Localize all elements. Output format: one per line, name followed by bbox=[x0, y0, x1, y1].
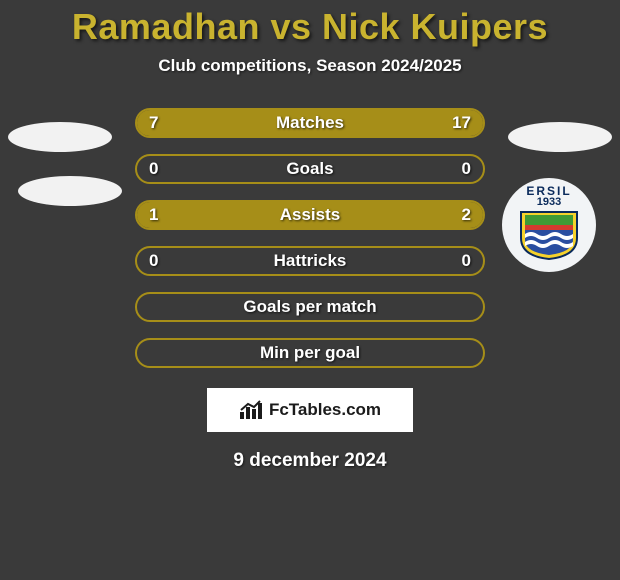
stat-bar: Hattricks0 0 bbox=[135, 246, 485, 276]
badge-year: 1933 bbox=[502, 196, 596, 208]
stat-label: Assists bbox=[137, 202, 483, 228]
stat-value-right: 17 bbox=[452, 110, 471, 136]
badge-shield-icon bbox=[519, 210, 579, 260]
chart-icon bbox=[239, 400, 263, 420]
stat-value-left: 7 bbox=[149, 110, 158, 136]
player-ellipse bbox=[508, 122, 612, 152]
stat-bar: Goals per match bbox=[135, 292, 485, 322]
stat-bar: Min per goal bbox=[135, 338, 485, 368]
stat-bar: Matches7 17 bbox=[135, 108, 485, 138]
stat-value-left: 1 bbox=[149, 202, 158, 228]
stat-value-right: 0 bbox=[462, 156, 471, 182]
stat-label: Goals bbox=[137, 156, 483, 182]
stat-label: Matches bbox=[137, 110, 483, 136]
subtitle: Club competitions, Season 2024/2025 bbox=[158, 56, 461, 76]
stat-bar: Assists1 2 bbox=[135, 200, 485, 230]
date-text: 9 december 2024 bbox=[233, 450, 386, 472]
comparison-card: Ramadhan vs Nick Kuipers Club competitio… bbox=[0, 0, 620, 580]
page-title: Ramadhan vs Nick Kuipers bbox=[72, 6, 548, 48]
stat-value-left: 0 bbox=[149, 248, 158, 274]
stat-row: Goals per match bbox=[0, 292, 620, 338]
stat-row: Min per goal bbox=[0, 338, 620, 384]
fctables-badge[interactable]: FcTables.com bbox=[207, 388, 413, 432]
stat-value-right: 2 bbox=[462, 202, 471, 228]
player-ellipse bbox=[18, 176, 122, 206]
title-right: Nick Kuipers bbox=[322, 6, 548, 47]
title-vs: vs bbox=[260, 6, 322, 47]
stat-label: Goals per match bbox=[137, 294, 483, 320]
stat-value-right: 0 bbox=[462, 248, 471, 274]
club-badge: ERSIL 1933 bbox=[502, 178, 596, 272]
title-left: Ramadhan bbox=[72, 6, 260, 47]
stat-label: Hattricks bbox=[137, 248, 483, 274]
stat-value-left: 0 bbox=[149, 156, 158, 182]
player-ellipse bbox=[8, 122, 112, 152]
fctables-text: FcTables.com bbox=[269, 400, 381, 420]
stat-label: Min per goal bbox=[137, 340, 483, 366]
stat-bar: Goals0 0 bbox=[135, 154, 485, 184]
